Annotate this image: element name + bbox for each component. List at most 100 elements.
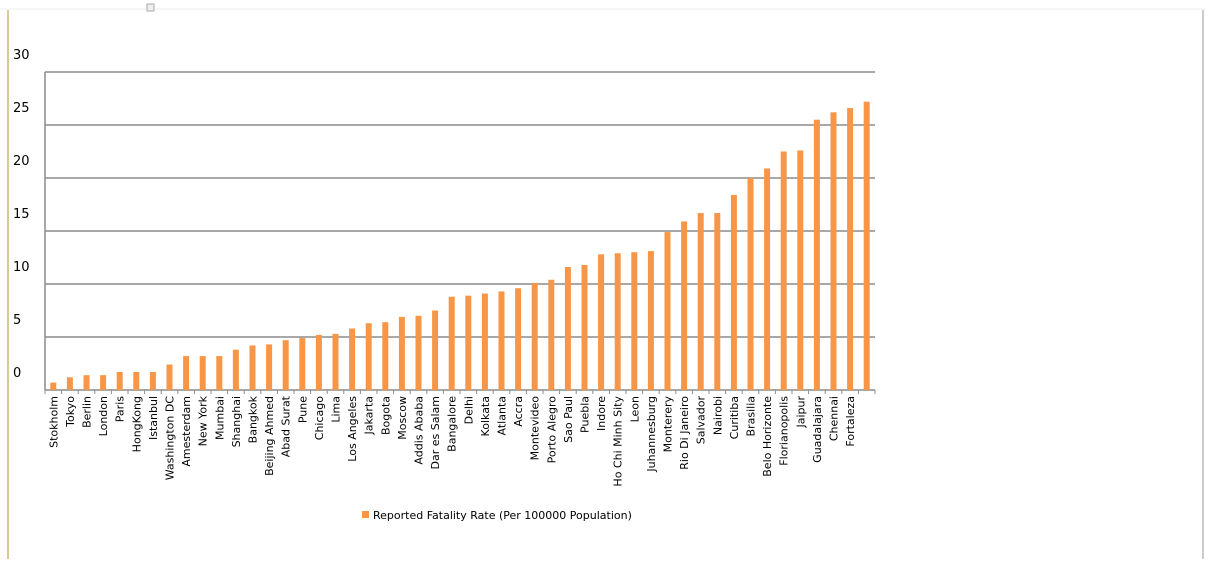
legend-swatch (362, 511, 369, 518)
bar (83, 375, 90, 390)
bar (780, 151, 787, 390)
bar (249, 345, 256, 390)
x-tick-label: Monterery (662, 396, 675, 453)
bar (332, 333, 339, 390)
bar (847, 108, 854, 390)
bar (581, 264, 588, 390)
bar (631, 252, 638, 390)
bar (149, 371, 156, 390)
y-tick-label: 25 (13, 101, 30, 116)
legend-label: Reported Fatality Rate (Per 100000 Popul… (373, 509, 632, 522)
bar (714, 212, 721, 390)
x-tick-label: Salvador (695, 396, 708, 445)
x-tick-label: Jakarta (363, 396, 376, 435)
x-tick-label: Chicago (313, 396, 326, 440)
bar (66, 377, 73, 390)
x-tick-label: Rio Di Janeiro (678, 396, 691, 470)
bar (813, 119, 820, 390)
bar (266, 344, 273, 390)
x-tick-label: Kolkata (479, 396, 492, 436)
x-tick-label: Bangalore (446, 396, 459, 452)
bar (133, 371, 140, 390)
x-tick-label: Istanbul (147, 396, 160, 440)
bar (564, 267, 571, 390)
bar (548, 279, 555, 390)
x-tick-label: Berlin (81, 396, 94, 428)
bar (315, 334, 322, 390)
x-tick-label: New York (197, 395, 210, 446)
bar (183, 356, 190, 390)
y-tick-label: 5 (13, 313, 21, 328)
bar (365, 323, 372, 390)
x-tick-label: Montevideo (529, 396, 542, 461)
x-tick-label: Bangkok (247, 395, 260, 443)
x-tick-label: Pune (296, 396, 309, 423)
bar (349, 328, 356, 390)
x-tick-label: Fortaleza (844, 396, 857, 447)
x-tick-label: Beijing Ahmed (263, 396, 276, 476)
bar (764, 168, 771, 390)
x-tick-label: Stokholm (47, 396, 60, 448)
x-tick-label: HongKong (130, 396, 143, 452)
bar (232, 349, 239, 390)
bar (797, 150, 804, 390)
bar (166, 364, 173, 390)
bar (50, 382, 57, 390)
bar (598, 254, 605, 390)
x-tick-label: Indore (595, 396, 608, 431)
x-tick-label: Leon (628, 396, 641, 422)
x-tick-label: Atlanta (496, 396, 509, 435)
x-tick-label: Accra (512, 396, 525, 427)
x-tick-label: Florianopolis (778, 396, 791, 466)
bar (681, 221, 688, 390)
bar (697, 212, 704, 390)
x-tick-label: Chennai (828, 396, 841, 441)
bar (465, 295, 472, 390)
bar (863, 101, 870, 391)
x-tick-label: Curitiba (728, 396, 741, 439)
x-tick-label: Belo Horizonte (761, 396, 774, 477)
y-tick-label: 0 (13, 366, 21, 381)
bar (100, 375, 107, 390)
x-tick-label: Shanghai (230, 396, 243, 447)
bar (398, 316, 405, 390)
x-tick-label: Tokyo (64, 396, 77, 428)
x-tick-label: Ho Chi Minh Sity (612, 396, 625, 487)
bar (531, 282, 538, 390)
x-tick-label: Bogota (379, 396, 392, 435)
icon (146, 3, 155, 12)
bar (664, 232, 671, 390)
x-tick-label: Nairobi (711, 396, 724, 435)
x-tick-label: Paris (114, 396, 127, 422)
x-tick-label: Washington DC (164, 396, 177, 481)
bar (647, 251, 654, 390)
plot: 0 5 10 15 20 25 30 Reported Fatality Rate (Per … (13, 48, 876, 522)
bar (481, 293, 488, 390)
y-tick-label: 10 (13, 260, 30, 275)
bar (282, 340, 289, 390)
x-tick-label: Brasilia (745, 396, 758, 436)
x-tick-label: Dar es Salam (429, 396, 442, 469)
x-tick-label: Juhannesburg (645, 396, 658, 473)
x-tick-label: Amesterdam (180, 396, 193, 467)
y-tick-label: 30 (13, 48, 30, 63)
bar (498, 291, 505, 390)
bar (199, 356, 206, 390)
bar (730, 194, 737, 390)
x-tick-label: Mumbai (213, 396, 226, 440)
bar (747, 178, 754, 390)
y-tick-label: 20 (13, 154, 30, 169)
x-tick-label: Porto Alegro (545, 396, 558, 464)
bar (116, 371, 123, 390)
bar (299, 338, 306, 390)
x-tick-label: Addis Ababa (413, 396, 426, 465)
bar (216, 356, 223, 390)
x-tick-label: Puebla (579, 396, 592, 433)
bar (432, 310, 439, 390)
x-tick-label: Los Angeles (346, 396, 359, 462)
x-tick-label: London (97, 396, 110, 436)
x-tick-label: Delhi (462, 396, 475, 424)
x-tick-label: Lima (330, 396, 343, 423)
x-tick-label: Guadalajara (811, 396, 824, 463)
